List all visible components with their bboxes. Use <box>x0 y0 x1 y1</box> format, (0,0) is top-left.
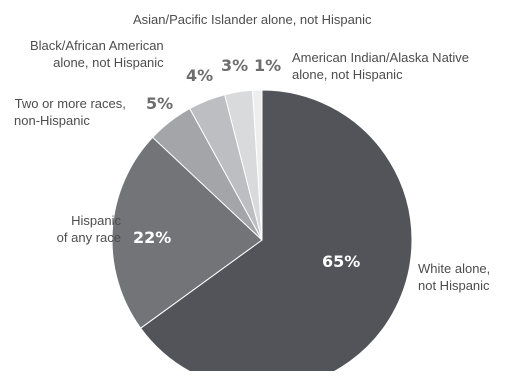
category-label-two-or-more-line-1: Two or more races, <box>14 96 126 111</box>
category-label-two-or-more: Two or more races, non-Hispanic <box>14 95 126 129</box>
category-label-hispanic-line-1: Hispanic <box>71 213 121 228</box>
category-label-white-line-1: White alone, <box>418 261 491 276</box>
category-label-american-indian-line-2: alone, not Hispanic <box>292 67 403 82</box>
value-label-asian: 3% <box>221 56 249 75</box>
category-label-asian: Asian/Pacific Islander alone, not Hispan… <box>133 11 371 28</box>
value-label-hispanic: 22% <box>133 228 172 247</box>
category-label-black: Black/African American alone, not Hispan… <box>30 37 164 71</box>
category-label-asian-line-1: Asian/Pacific Islander alone, not Hispan… <box>133 12 372 27</box>
pie-slice-white <box>139 89 413 376</box>
category-label-black-line-2: alone, not Hispanic <box>53 55 164 70</box>
category-label-american-indian-line-1: American Indian/Alaska Native <box>292 50 470 65</box>
pie-slice-hisp <box>111 136 263 329</box>
category-label-hispanic-line-2: of any race <box>56 230 121 245</box>
value-label-black: 4% <box>186 66 214 85</box>
pie-slice-ai <box>252 89 263 241</box>
value-label-two-or-more: 5% <box>146 94 174 113</box>
value-label-american-indian: 1% <box>254 56 282 75</box>
category-label-hispanic: Hispanic of any race <box>25 212 121 246</box>
value-label-white: 65% <box>322 252 361 271</box>
category-label-white-line-2: not Hispanic <box>418 278 490 293</box>
category-label-black-line-1: Black/African American <box>30 38 164 53</box>
category-label-two-or-more-line-2: non-Hispanic <box>14 113 90 128</box>
category-label-american-indian: American Indian/Alaska Native alone, not… <box>292 49 469 83</box>
category-label-white: White alone, not Hispanic <box>418 260 490 294</box>
